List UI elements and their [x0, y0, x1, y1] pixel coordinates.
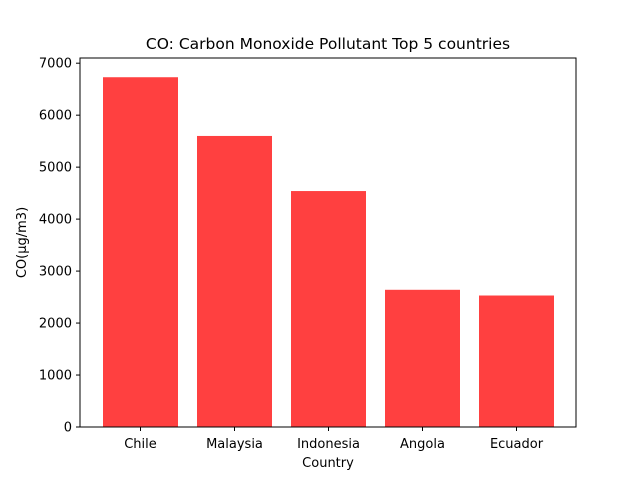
y-tick-label: 4000 — [39, 213, 72, 228]
x-axis-ticks: Chile Malaysia Indonesia Angola Ecuador — [124, 427, 544, 452]
y-axis-label: CO(µg/m3) — [15, 207, 30, 278]
bar-malaysia — [197, 135, 272, 427]
x-tick-label: Angola — [400, 437, 445, 452]
y-tick-label: 7000 — [39, 57, 72, 72]
bar-ecuador — [479, 295, 554, 427]
y-tick-label: 2000 — [39, 317, 72, 332]
x-axis-label: Country — [302, 456, 354, 471]
y-axis-ticks: 0 1000 2000 3000 4000 5000 6000 7000 — [39, 57, 80, 436]
x-tick-label: Malaysia — [206, 437, 263, 452]
y-tick-label: 5000 — [39, 161, 72, 176]
bar-indonesia — [291, 191, 366, 427]
chart-title: CO: Carbon Monoxide Pollutant Top 5 coun… — [146, 35, 510, 53]
y-tick-label: 1000 — [39, 369, 72, 384]
bar-chile — [103, 77, 178, 427]
y-tick-label: 3000 — [39, 265, 72, 280]
y-tick-label: 0 — [64, 421, 72, 436]
y-tick-label: 6000 — [39, 109, 72, 124]
bar-angola — [385, 289, 460, 427]
bars-group — [103, 77, 554, 427]
x-tick-label: Ecuador — [490, 437, 544, 452]
x-tick-label: Chile — [124, 437, 157, 452]
x-tick-label: Indonesia — [297, 437, 360, 452]
